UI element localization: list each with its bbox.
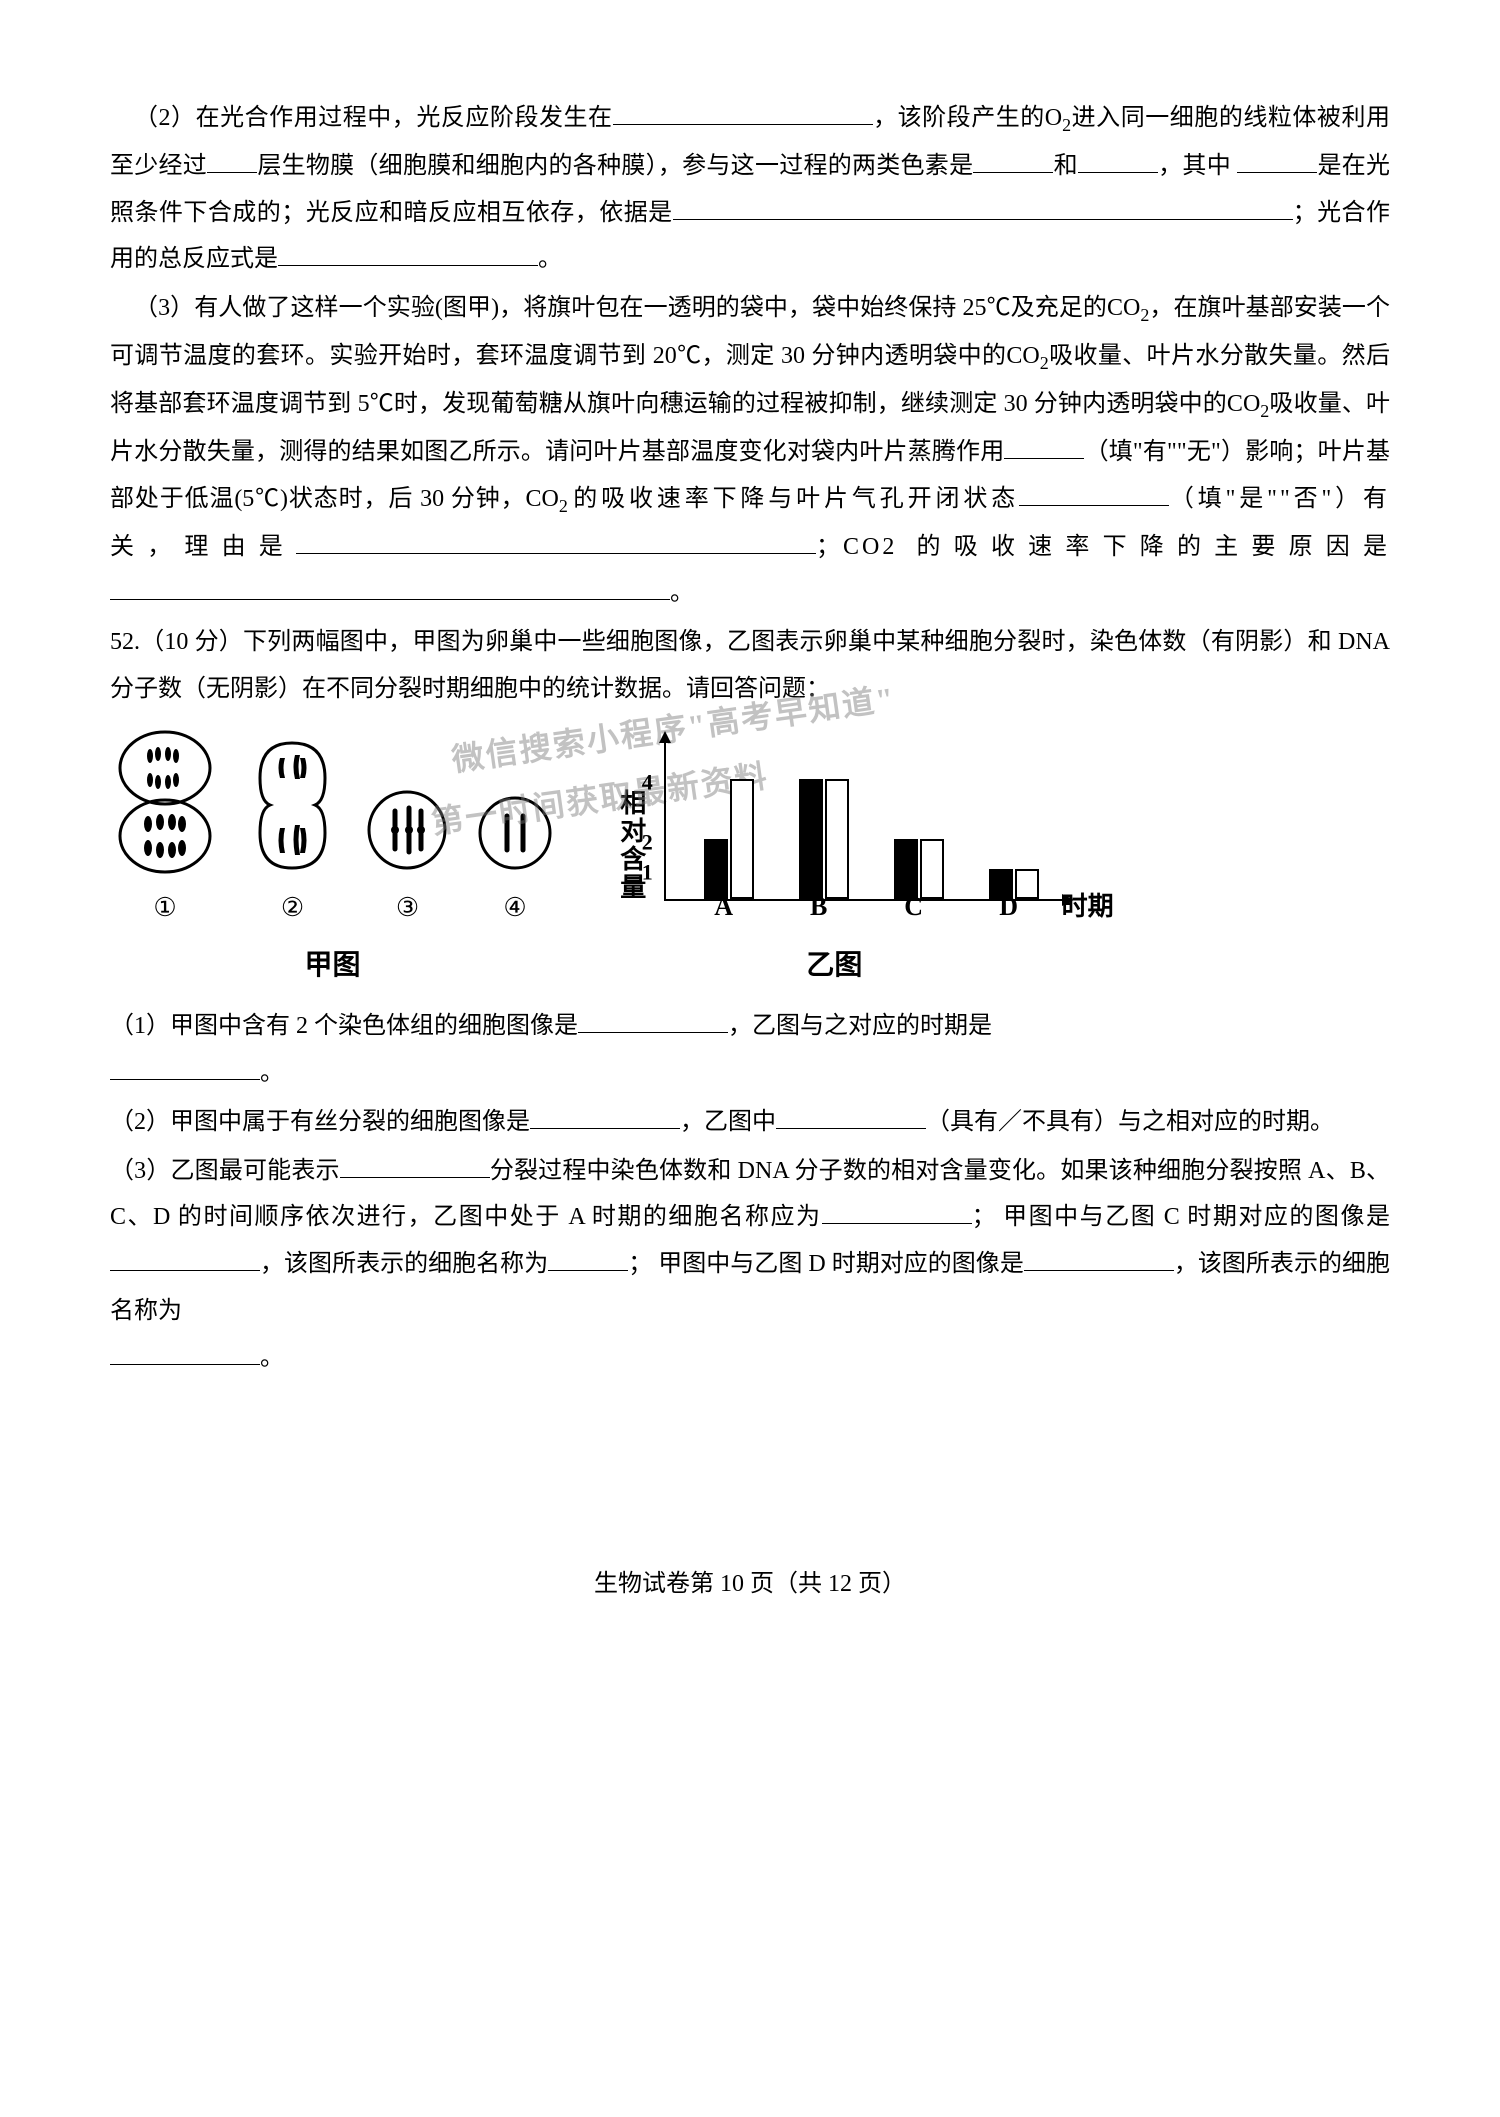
text: ；CO2 的吸收速率下降的主要原因是 bbox=[816, 534, 1390, 560]
bar-B-shade bbox=[799, 779, 823, 899]
cell-3: ③ bbox=[365, 783, 450, 934]
subscript: 2 bbox=[1040, 353, 1049, 373]
blank bbox=[340, 1154, 490, 1178]
blank bbox=[613, 101, 873, 125]
xlabel-D: D bbox=[999, 882, 1018, 933]
xlabel-A: A bbox=[714, 882, 733, 933]
bar-A-empty bbox=[730, 779, 754, 899]
text: ； 甲图中与乙图 C 时期对应的图像是 bbox=[972, 1204, 1390, 1230]
ytick: 2 bbox=[642, 821, 653, 864]
yi-caption: 乙图 bbox=[806, 939, 862, 994]
subscript: 2 bbox=[1062, 115, 1071, 135]
q52-part3: （3）乙图最可能表示分裂过程中染色体数和 DNA 分子数的相对含量变化。如果该种… bbox=[110, 1148, 1390, 1382]
cell-label-3: ③ bbox=[396, 883, 419, 934]
cell-2: ② bbox=[245, 733, 340, 934]
blank bbox=[207, 149, 257, 173]
text: 层生物膜（细胞膜和细胞内的各种膜），参与这一过程的两类色素是 bbox=[257, 153, 973, 179]
bar-chart: 1 2 4 A B C D 时期 bbox=[664, 741, 1064, 901]
text: 。 bbox=[670, 580, 694, 606]
subscript: 2 bbox=[559, 496, 573, 516]
bar-B-empty bbox=[825, 779, 849, 899]
blank bbox=[822, 1200, 972, 1224]
text: （2）在光合作用过程中，光反应阶段发生在 bbox=[134, 105, 613, 131]
y-axis bbox=[664, 741, 666, 901]
q51-part2: （2）在光合作用过程中，光反应阶段发生在，该阶段产生的O2进入同一细胞的线粒体被… bbox=[110, 95, 1390, 283]
text: 和 bbox=[1053, 153, 1078, 179]
cell-4: ④ bbox=[475, 788, 555, 934]
ytick: 4 bbox=[642, 761, 653, 804]
blank bbox=[530, 1105, 680, 1129]
page-footer: 生物试卷第 10 页（共 12 页） bbox=[110, 1561, 1390, 1608]
xlabel-C: C bbox=[904, 882, 923, 933]
figure-area: 微信搜索小程序"高考早知道" 第一时间获取最新资料 bbox=[110, 728, 1390, 993]
cell-svg-2 bbox=[245, 733, 340, 878]
yi-figure: 相对含量 1 2 4 A B C bbox=[605, 741, 1064, 994]
cell-svg-3 bbox=[365, 783, 450, 878]
xlabel-B: B bbox=[810, 882, 827, 933]
cell-svg-4 bbox=[475, 788, 555, 878]
cells-row: ① ② bbox=[110, 728, 555, 934]
blank bbox=[1078, 149, 1158, 173]
q52-part1: （1）甲图中含有 2 个染色体组的细胞图像是 ，乙图与之对应的时期是 。 bbox=[110, 1003, 1390, 1097]
blank bbox=[110, 1056, 260, 1080]
blank bbox=[296, 530, 816, 554]
blank bbox=[776, 1105, 926, 1129]
text: 的吸收速率下降与叶片气孔开闭状态 bbox=[573, 486, 1019, 512]
text: ，该阶段产生的O bbox=[873, 105, 1063, 131]
blank bbox=[110, 1341, 260, 1365]
q52-part2: （2）甲图中属于有丝分裂的细胞图像是 ，乙图中 （具有／不具有）与之相对应的时期。 bbox=[110, 1099, 1390, 1146]
text: ； 甲图中与乙图 D 时期对应的图像是 bbox=[628, 1251, 1024, 1277]
bar-D-empty bbox=[1015, 869, 1039, 899]
text: （1）甲图中含有 2 个染色体组的细胞图像是 bbox=[110, 1013, 578, 1039]
text: ，乙图中 bbox=[680, 1109, 776, 1135]
text: ，该图所表示的细胞名称为 bbox=[260, 1251, 548, 1277]
text: （3）有人做了这样一个实验(图甲)，将旗叶包在一透明的袋中，袋中始终保持 25℃… bbox=[134, 295, 1140, 321]
chart-wrap: 相对含量 1 2 4 A B C bbox=[605, 741, 1064, 901]
cell-svg-1 bbox=[110, 728, 220, 878]
blank bbox=[110, 1247, 260, 1271]
text: （3）乙图最可能表示 bbox=[110, 1158, 340, 1184]
jia-figure: ① ② bbox=[110, 728, 555, 993]
exam-content: （2）在光合作用过程中，光反应阶段发生在，该阶段产生的O2进入同一细胞的线粒体被… bbox=[110, 95, 1390, 1381]
text: 。 bbox=[260, 1345, 284, 1371]
text: ，乙图与之对应的时期是 bbox=[728, 1013, 992, 1039]
q51-part3: （3）有人做了这样一个实验(图甲)，将旗叶包在一透明的袋中，袋中始终保持 25℃… bbox=[110, 285, 1390, 617]
cell-label-4: ④ bbox=[503, 883, 526, 934]
text: 。 bbox=[538, 246, 562, 272]
footer-text: 生物试卷第 10 页（共 12 页） bbox=[594, 1571, 906, 1597]
cell-label-2: ② bbox=[281, 883, 304, 934]
blank bbox=[1237, 149, 1317, 173]
subscript: 2 bbox=[1140, 305, 1149, 325]
text: 。 bbox=[260, 1060, 284, 1086]
text: （2）甲图中属于有丝分裂的细胞图像是 bbox=[110, 1109, 530, 1135]
q52-header: 52.（10 分）下列两幅图中，甲图为卵巢中一些细胞图像，乙图表示卵巢中某种细胞… bbox=[110, 619, 1390, 713]
blank bbox=[110, 576, 670, 600]
cell-1: ① bbox=[110, 728, 220, 934]
text: （具有／不具有）与之相对应的时期。 bbox=[926, 1109, 1334, 1135]
blank bbox=[1024, 1247, 1174, 1271]
blank bbox=[548, 1247, 628, 1271]
blank bbox=[973, 149, 1053, 173]
bar-C-empty bbox=[920, 839, 944, 899]
cell-label-1: ① bbox=[153, 883, 176, 934]
jia-caption: 甲图 bbox=[304, 939, 360, 994]
blank bbox=[673, 196, 1293, 220]
blank bbox=[1019, 482, 1169, 506]
blank bbox=[278, 242, 538, 266]
x-axis-title: 时期 bbox=[1062, 882, 1114, 933]
blank bbox=[1004, 435, 1084, 459]
blank bbox=[578, 1009, 728, 1033]
text: ，其中 bbox=[1158, 153, 1237, 179]
subscript: 2 bbox=[1260, 401, 1269, 421]
